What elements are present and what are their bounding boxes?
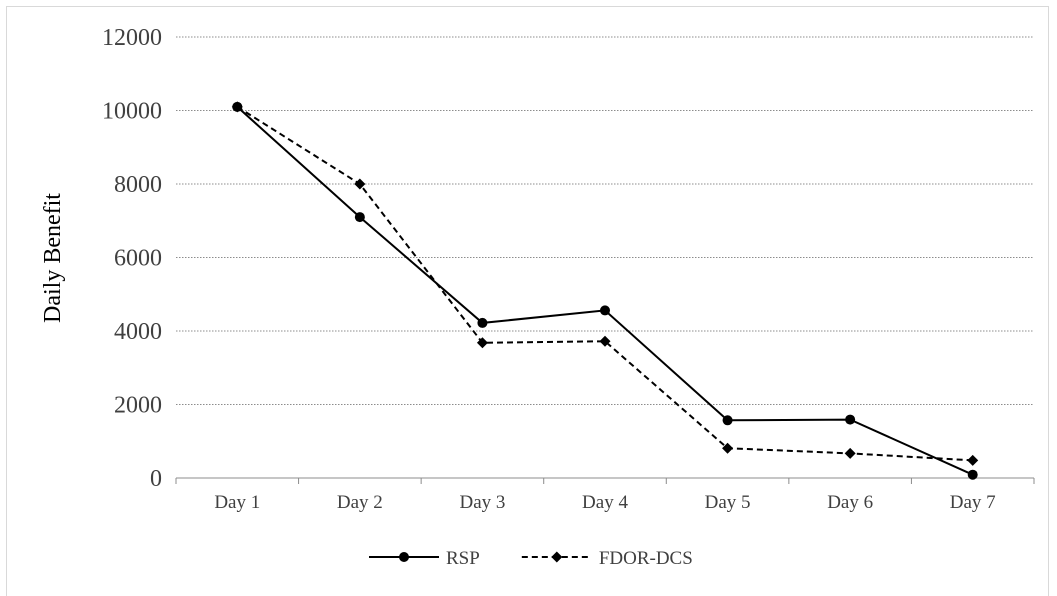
legend-label-rsp: RSP	[446, 548, 480, 569]
data-point-fdor-dcs	[599, 335, 611, 347]
x-tick-label: Day 2	[337, 492, 383, 513]
x-tick-label: Day 7	[950, 492, 996, 513]
data-point-fdor-dcs	[844, 447, 856, 459]
y-axis-ticks: 0 2000 4000 6000 8000 10000 12000	[102, 25, 162, 492]
legend-marker-rsp	[399, 552, 409, 562]
y-tick-label: 2000	[114, 393, 162, 419]
data-point-fdor-dcs	[722, 442, 734, 454]
x-tick-label: Day 5	[705, 492, 751, 513]
y-tick-label: 10000	[102, 99, 162, 125]
x-tick-label: Day 4	[582, 492, 628, 513]
data-point-fdor-dcs	[231, 101, 243, 113]
x-axis: Day 1 Day 2 Day 3 Day 4 Day 5 Day 6 Day 7	[175, 477, 1035, 513]
y-axis-title: Daily Benefit	[40, 193, 66, 323]
data-point-rsp	[477, 317, 488, 328]
data-point-fdor-dcs	[354, 178, 366, 190]
data-point-rsp	[600, 305, 610, 316]
legend-item-rsp: RSP	[369, 548, 480, 569]
chart-frame	[6, 6, 1049, 596]
legend: RSP FDOR-DCS	[369, 548, 693, 569]
data-point-rsp	[845, 414, 856, 425]
series-layer	[231, 101, 979, 480]
data-point-fdor-dcs	[967, 454, 979, 466]
y-tick-label: 4000	[114, 319, 162, 345]
series-line-rsp	[236, 106, 974, 476]
data-point-rsp	[967, 469, 978, 480]
data-point-rsp	[722, 415, 733, 426]
data-point-rsp	[354, 212, 365, 223]
legend-label-fdor-dcs: FDOR-DCS	[599, 548, 693, 569]
series-rsp	[232, 101, 978, 480]
y-tick-label: 8000	[114, 172, 162, 198]
x-tick-label: Day 6	[827, 492, 873, 513]
series-fdor-dcs	[231, 101, 979, 466]
data-point-fdor-dcs	[476, 337, 488, 349]
y-tick-label: 12000	[102, 25, 162, 51]
series-line-fdor-dcs	[236, 105, 973, 462]
y-tick-label: 6000	[114, 246, 162, 272]
y-tick-label: 0	[150, 466, 162, 492]
gridlines	[176, 36, 1034, 405]
x-tick-label: Day 1	[214, 492, 260, 513]
legend-item-fdor-dcs: FDOR-DCS	[521, 548, 693, 569]
legend-marker-fdor-dcs	[551, 551, 563, 563]
x-tick-label: Day 3	[459, 492, 505, 513]
